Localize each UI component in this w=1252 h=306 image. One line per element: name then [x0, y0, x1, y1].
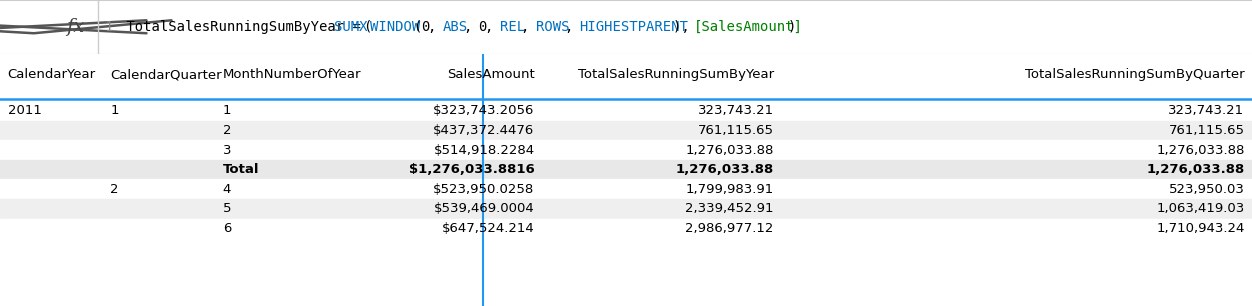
Text: ,: , [521, 20, 538, 34]
Text: 523,950.03: 523,950.03 [1168, 183, 1244, 196]
Text: ,: , [486, 20, 502, 34]
Text: 1: 1 [223, 104, 232, 117]
Text: 323,743.21: 323,743.21 [1168, 104, 1244, 117]
Text: CalendarYear: CalendarYear [8, 69, 95, 81]
Text: 2,339,452.91: 2,339,452.91 [685, 202, 774, 215]
Text: (: ( [363, 20, 372, 34]
Text: 761,115.65: 761,115.65 [1168, 124, 1244, 137]
Bar [0, 121, 1252, 140]
Text: 6: 6 [223, 222, 232, 235]
Text: CalendarQuarter: CalendarQuarter [110, 69, 222, 81]
Text: SalesAmount: SalesAmount [447, 69, 535, 81]
Text: $514,918.2284: $514,918.2284 [433, 144, 535, 157]
Text: fx: fx [66, 18, 84, 36]
Text: $523,950.0258: $523,950.0258 [433, 183, 535, 196]
Text: 5: 5 [223, 202, 232, 215]
Text: [SalesAmount]: [SalesAmount] [694, 20, 803, 34]
Text: 1: 1 [110, 104, 119, 117]
Text: ,: , [428, 20, 444, 34]
Text: 1,276,033.88: 1,276,033.88 [685, 144, 774, 157]
Text: 323,743.21: 323,743.21 [697, 104, 774, 117]
Text: 0: 0 [421, 20, 429, 34]
Text: REL: REL [500, 20, 525, 34]
Text: 1,799,983.91: 1,799,983.91 [686, 183, 774, 196]
Bar [0, 101, 1252, 121]
Text: ABS: ABS [442, 20, 467, 34]
Text: Total: Total [223, 163, 259, 176]
Text: 761,115.65: 761,115.65 [697, 124, 774, 137]
Text: $647,524.214: $647,524.214 [442, 222, 535, 235]
Text: 1: 1 [104, 20, 113, 34]
Text: 1,276,033.88: 1,276,033.88 [1156, 144, 1244, 157]
Bar [0, 180, 1252, 199]
Text: 1,276,033.88: 1,276,033.88 [676, 163, 774, 176]
Text: 1,063,419.03: 1,063,419.03 [1157, 202, 1244, 215]
Text: HIGHESTPARENT: HIGHESTPARENT [578, 20, 687, 34]
Text: $1,276,033.8816: $1,276,033.8816 [409, 163, 535, 176]
Text: ): ) [788, 20, 796, 34]
Text: TotalSalesRunningSumByYear: TotalSalesRunningSumByYear [577, 69, 774, 81]
Text: 2: 2 [110, 183, 119, 196]
Text: SUMX: SUMX [334, 20, 368, 34]
Text: 3: 3 [223, 144, 232, 157]
Text: MonthNumberOfYear: MonthNumberOfYear [223, 69, 362, 81]
Text: WINDOW: WINDOW [371, 20, 421, 34]
Text: 1,276,033.88: 1,276,033.88 [1147, 163, 1244, 176]
Text: 4: 4 [223, 183, 232, 196]
Text: 0: 0 [478, 20, 487, 34]
Text: ),: ), [672, 20, 697, 34]
Bar [0, 219, 1252, 238]
Bar [0, 160, 1252, 180]
Bar [0, 140, 1252, 160]
Text: $323,743.2056: $323,743.2056 [433, 104, 535, 117]
Text: 1,710,943.24: 1,710,943.24 [1156, 222, 1244, 235]
Text: TotalSalesRunningSumByYear =: TotalSalesRunningSumByYear = [118, 20, 369, 34]
Text: (: ( [413, 20, 422, 34]
Text: $437,372.4476: $437,372.4476 [433, 124, 535, 137]
Text: 2: 2 [223, 124, 232, 137]
Text: 2011: 2011 [8, 104, 41, 117]
Bar [0, 199, 1252, 219]
Text: 2,986,977.12: 2,986,977.12 [685, 222, 774, 235]
Text: ,: , [565, 20, 581, 34]
Text: $539,469.0004: $539,469.0004 [434, 202, 535, 215]
Text: ROWS: ROWS [536, 20, 570, 34]
Text: ,: , [463, 20, 481, 34]
Text: TotalSalesRunningSumByQuarter: TotalSalesRunningSumByQuarter [1025, 69, 1244, 81]
